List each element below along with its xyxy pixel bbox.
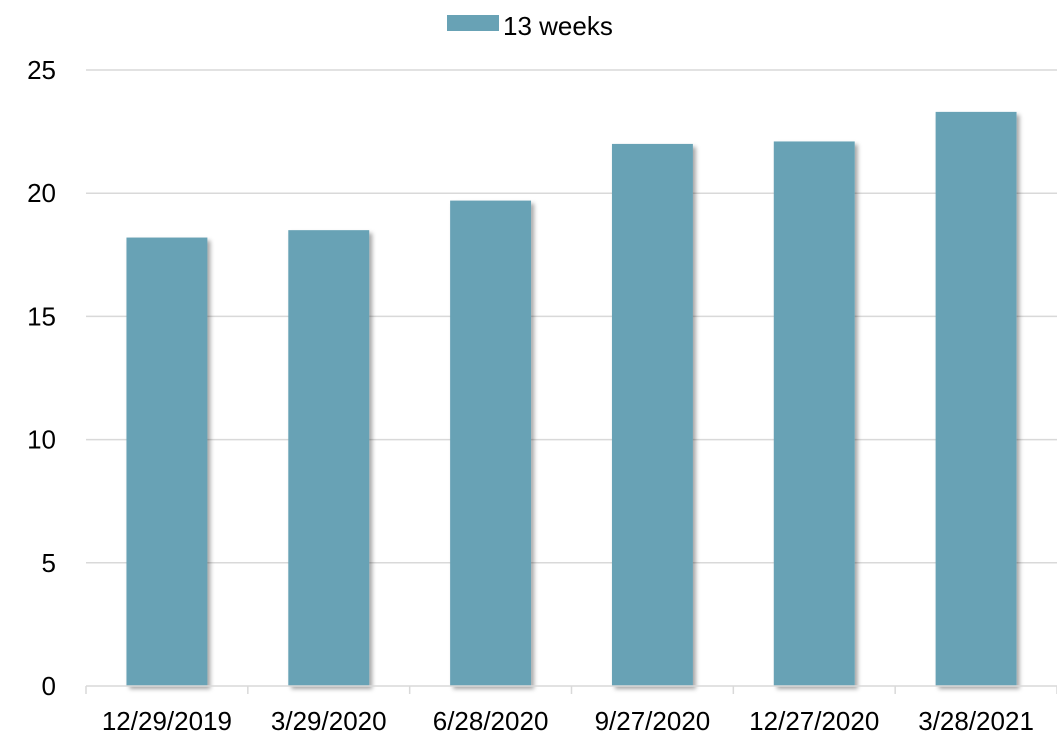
x-tick-label: 3/29/2020 [271,706,387,736]
bar [450,200,532,687]
y-tick-label: 15 [27,301,56,331]
y-tick-label: 0 [42,671,56,701]
x-tick-label: 9/27/2020 [595,706,711,736]
y-tick-label: 10 [27,425,56,455]
y-tick-label: 20 [27,178,56,208]
x-axis: 12/29/2019 3/29/2020 6/28/2020 9/27/2020 12/… [85,685,1057,736]
x-tick-label: 12/29/2019 [102,706,232,736]
bar [126,237,208,686]
y-tick-label: 25 [27,55,56,85]
x-tick-label: 6/28/2020 [433,706,549,736]
x-tick-label: 3/28/2021 [918,706,1034,736]
y-axis: 0 5 10 15 20 25 [27,55,56,701]
bar [773,141,855,686]
bar [288,230,370,686]
legend: 13 weeks [447,11,613,41]
y-tick-label: 5 [42,548,56,578]
legend-swatch [447,15,499,31]
bar [935,111,1017,686]
bars [126,111,1017,687]
x-tick-label: 12/27/2020 [749,706,879,736]
bar [611,143,693,687]
gridlines [86,69,1057,564]
legend-label: 13 weeks [503,11,613,41]
